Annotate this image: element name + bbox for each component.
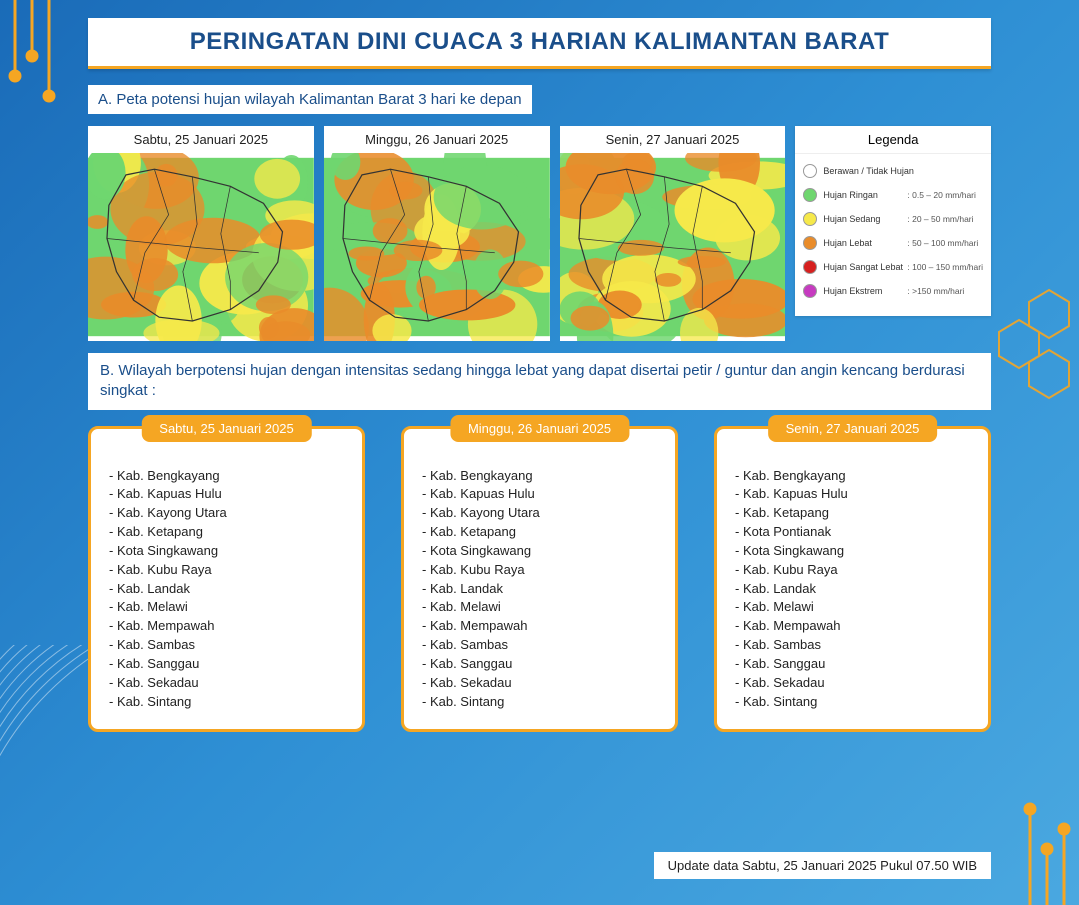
region-list-item: - Kota Pontianak bbox=[735, 523, 970, 542]
region-list-item: - Kab. Kapuas Hulu bbox=[109, 485, 344, 504]
rain-map-1 bbox=[324, 153, 550, 341]
legend-swatch bbox=[803, 260, 817, 274]
region-list-item: - Kab. Kubu Raya bbox=[735, 561, 970, 580]
region-list-card-2: Senin, 27 Januari 2025- Kab. Bengkayang-… bbox=[714, 426, 991, 733]
region-list-item: - Kab. Sambas bbox=[422, 636, 657, 655]
region-list-item: - Kab. Sekadau bbox=[109, 674, 344, 693]
region-list-date: Minggu, 26 Januari 2025 bbox=[450, 415, 629, 442]
region-list-date: Senin, 27 Januari 2025 bbox=[768, 415, 938, 442]
legend-range: : 20 – 50 mm/hari bbox=[907, 214, 973, 224]
region-list-item: - Kab. Mempawah bbox=[422, 617, 657, 636]
legend-range: : >150 mm/hari bbox=[907, 286, 964, 296]
legend-item-4: Hujan Sangat Lebat : 100 – 150 mm/hari bbox=[803, 260, 983, 274]
region-list-item: - Kab. Melawi bbox=[109, 598, 344, 617]
region-list-item: - Kab. Sekadau bbox=[735, 674, 970, 693]
legend-range: : 50 – 100 mm/hari bbox=[907, 238, 978, 248]
legend-label: Hujan Ekstrem bbox=[823, 286, 901, 296]
region-list-item: - Kab. Mempawah bbox=[735, 617, 970, 636]
legend-label: Hujan Lebat bbox=[823, 238, 901, 248]
map-date-2: Senin, 27 Januari 2025 bbox=[560, 126, 786, 153]
legend-swatch bbox=[803, 236, 817, 250]
region-list-item: - Kab. Melawi bbox=[735, 598, 970, 617]
legend-swatch bbox=[803, 164, 817, 178]
region-list-item: - Kab. Bengkayang bbox=[422, 467, 657, 486]
decor-circuit-bottom-right bbox=[989, 785, 1079, 905]
region-lists-row: Sabtu, 25 Januari 2025- Kab. Bengkayang-… bbox=[88, 426, 991, 733]
legend-item-3: Hujan Lebat : 50 – 100 mm/hari bbox=[803, 236, 983, 250]
page-title: PERINGATAN DINI CUACA 3 HARIAN KALIMANTA… bbox=[100, 28, 979, 56]
region-list-card-0: Sabtu, 25 Januari 2025- Kab. Bengkayang-… bbox=[88, 426, 365, 733]
legend-label: Hujan Ringan bbox=[823, 190, 901, 200]
section-b-label: B. Wilayah berpotensi hujan dengan inten… bbox=[88, 353, 991, 410]
region-list-item: - Kab. Ketapang bbox=[109, 523, 344, 542]
region-list-item: - Kota Singkawang bbox=[735, 542, 970, 561]
region-list-item: - Kota Singkawang bbox=[109, 542, 344, 561]
region-list-item: - Kab. Sambas bbox=[109, 636, 344, 655]
region-list-item: - Kab. Kapuas Hulu bbox=[422, 485, 657, 504]
region-list-item: - Kab. Sintang bbox=[735, 693, 970, 712]
region-list-item: - Kab. Kubu Raya bbox=[109, 561, 344, 580]
legend-range: : 100 – 150 mm/hari bbox=[907, 262, 983, 272]
region-list-item: - Kab. Melawi bbox=[422, 598, 657, 617]
map-card-1: Minggu, 26 Januari 2025 bbox=[324, 126, 550, 341]
legend-item-5: Hujan Ekstrem : >150 mm/hari bbox=[803, 284, 983, 298]
region-list-item: - Kab. Landak bbox=[109, 580, 344, 599]
region-list-item: - Kota Singkawang bbox=[422, 542, 657, 561]
region-list-item: - Kab. Kubu Raya bbox=[422, 561, 657, 580]
region-list-item: - Kab. Mempawah bbox=[109, 617, 344, 636]
rain-map-2 bbox=[560, 153, 786, 341]
region-list-item: - Kab. Sanggau bbox=[109, 655, 344, 674]
region-list-item: - Kab. Kayong Utara bbox=[422, 504, 657, 523]
region-list-item: - Kab. Ketapang bbox=[422, 523, 657, 542]
legend-swatch bbox=[803, 212, 817, 226]
region-list-item: - Kab. Sanggau bbox=[735, 655, 970, 674]
region-list: - Kab. Bengkayang- Kab. Kapuas Hulu- Kab… bbox=[109, 467, 344, 712]
region-list-date: Sabtu, 25 Januari 2025 bbox=[141, 415, 311, 442]
map-date-1: Minggu, 26 Januari 2025 bbox=[324, 126, 550, 153]
map-date-0: Sabtu, 25 Januari 2025 bbox=[88, 126, 314, 153]
legend-item-2: Hujan Sedang : 20 – 50 mm/hari bbox=[803, 212, 983, 226]
map-card-2: Senin, 27 Januari 2025 bbox=[560, 126, 786, 341]
legend-item-1: Hujan Ringan : 0.5 – 20 mm/hari bbox=[803, 188, 983, 202]
region-list-item: - Kab. Sintang bbox=[422, 693, 657, 712]
legend-swatch bbox=[803, 188, 817, 202]
legend-swatch bbox=[803, 284, 817, 298]
region-list-item: - Kab. Kapuas Hulu bbox=[735, 485, 970, 504]
region-list-item: - Kab. Sanggau bbox=[422, 655, 657, 674]
legend-label: Berawan / Tidak Hujan bbox=[823, 166, 901, 176]
region-list: - Kab. Bengkayang- Kab. Kapuas Hulu- Kab… bbox=[735, 467, 970, 712]
legend-title: Legenda bbox=[795, 126, 991, 154]
region-list-item: - Kab. Ketapang bbox=[735, 504, 970, 523]
update-timestamp: Update data Sabtu, 25 Januari 2025 Pukul… bbox=[654, 852, 991, 879]
map-card-0: Sabtu, 25 Januari 2025 bbox=[88, 126, 314, 341]
maps-row: Sabtu, 25 Januari 2025 Minggu, 26 Januar… bbox=[88, 126, 991, 341]
region-list-item: - Kab. Sekadau bbox=[422, 674, 657, 693]
legend-body: Berawan / Tidak Hujan Hujan Ringan : 0.5 –… bbox=[795, 154, 991, 316]
legend-item-0: Berawan / Tidak Hujan bbox=[803, 164, 983, 178]
region-list-item: - Kab. Kayong Utara bbox=[109, 504, 344, 523]
legend-card: Legenda Berawan / Tidak Hujan Hujan Ringa… bbox=[795, 126, 991, 316]
rain-map-0 bbox=[88, 153, 314, 341]
legend-range: : 0.5 – 20 mm/hari bbox=[907, 190, 976, 200]
region-list-item: - Kab. Sintang bbox=[109, 693, 344, 712]
region-list-item: - Kab. Bengkayang bbox=[735, 467, 970, 486]
legend-label: Hujan Sangat Lebat bbox=[823, 262, 901, 272]
region-list-item: - Kab. Landak bbox=[422, 580, 657, 599]
region-list-item: - Kab. Landak bbox=[735, 580, 970, 599]
region-list-card-1: Minggu, 26 Januari 2025- Kab. Bengkayang… bbox=[401, 426, 678, 733]
region-list: - Kab. Bengkayang- Kab. Kapuas Hulu- Kab… bbox=[422, 467, 657, 712]
section-a-label: A. Peta potensi hujan wilayah Kalimantan… bbox=[88, 85, 532, 114]
legend-label: Hujan Sedang bbox=[823, 214, 901, 224]
region-list-item: - Kab. Bengkayang bbox=[109, 467, 344, 486]
title-bar: PERINGATAN DINI CUACA 3 HARIAN KALIMANTA… bbox=[88, 18, 991, 69]
region-list-item: - Kab. Sambas bbox=[735, 636, 970, 655]
